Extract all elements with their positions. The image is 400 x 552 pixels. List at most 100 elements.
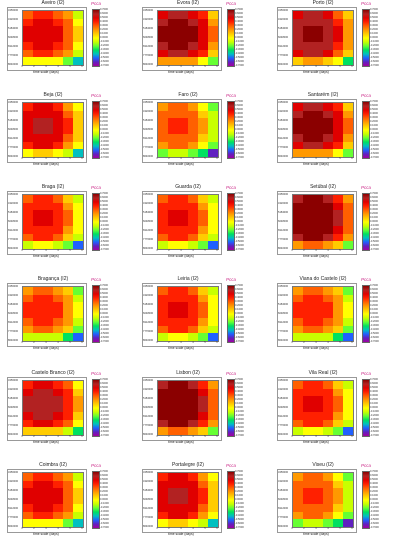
heat-cell [53, 26, 64, 35]
heat-cell [303, 473, 314, 482]
heat-cell [43, 325, 54, 334]
colorbar-tick-label: 0.5000 [235, 107, 243, 111]
heat-cell [188, 287, 199, 296]
colorbar-tick-label: -0.7000 [235, 247, 244, 251]
heat-cell [303, 317, 314, 327]
x-axis-ticks: 1 2 3 4 5 6 [21, 341, 82, 345]
colorbar-tick-label: -0.4000 [370, 327, 379, 331]
x-axis-ticks: 1 2 3 4 5 6 [156, 157, 217, 161]
colorbar-tick-label: 0.5000 [235, 477, 243, 481]
heat-cell [333, 310, 344, 319]
colorbar [227, 285, 235, 343]
x-tick-label: 2 [33, 341, 35, 344]
heat-cell [23, 427, 34, 435]
heat-cell [53, 49, 64, 58]
colorbar-tick-label: -0.7000 [370, 247, 379, 251]
y-tick-label: 8640000 [8, 154, 19, 158]
heat-cell [63, 26, 74, 35]
heatmap-panel: Viseu (I2) 3456000 4320000 5184000 6048000 69… [270, 462, 400, 552]
heat-cell [333, 126, 344, 135]
y-tick-label: 8640000 [143, 62, 154, 66]
colorbar-tick-label: 0.3000 [100, 393, 108, 397]
heat-cell [198, 218, 209, 227]
colorbar-tick-label: -0.4000 [235, 421, 244, 425]
x-tick-label: 5 [204, 341, 206, 344]
heat-cell [293, 488, 304, 497]
heat-cell [313, 126, 324, 135]
y-axis-ticks: 3456000 4320000 5184000 6048000 6912000 77760… [8, 101, 22, 158]
heat-cell [158, 133, 169, 143]
colorbar-tick-label: 0.1000 [235, 493, 243, 497]
heat-cell [168, 233, 179, 242]
y-tick-label: 5184000 [8, 396, 19, 400]
heat-cell [43, 26, 54, 35]
colorbar-tick-label: 0.4000 [370, 203, 378, 207]
heat-cell [23, 519, 34, 527]
heat-cell [73, 519, 83, 527]
heat-cell [313, 302, 324, 311]
heat-cell [73, 141, 83, 150]
y-tick-label: 6048000 [8, 311, 19, 315]
colorbar-tick-label: 0.6000 [235, 195, 243, 199]
heat-cell [43, 294, 54, 303]
x-axis-label: time scale (days) [33, 254, 59, 258]
heatmap-panel: Porto (I2) 3456000 4320000 5184000 6048000 69… [270, 0, 400, 90]
heat-cell [293, 41, 304, 51]
x-tick-label: 6 [81, 527, 83, 530]
heat-cell [313, 381, 324, 390]
heat-cell [43, 218, 54, 227]
heat-cell [188, 294, 199, 303]
heat-cell [178, 503, 189, 513]
panel-title: Santarém (I2) [307, 92, 339, 98]
heat-cell [208, 34, 218, 43]
heat-cell [188, 496, 199, 505]
heat-cell [303, 41, 314, 51]
heat-cell [43, 41, 54, 51]
plot-frame: 3456000 4320000 5184000 6048000 6912000 77760… [277, 283, 357, 347]
heat-cell [343, 302, 353, 311]
heat-cell [178, 34, 189, 43]
plot-area [22, 286, 84, 342]
colorbar-tick-label: 0.1000 [370, 123, 378, 127]
heat-cell [293, 210, 304, 219]
heat-cell [313, 233, 324, 242]
heat-cell [293, 325, 304, 334]
heat-cell [53, 103, 64, 112]
colorbar-tick-label: 0.6000 [370, 103, 378, 107]
panel-title: Viana do Castelo (I2) [299, 276, 347, 282]
colorbar-tick-label: 0.7000 [100, 191, 108, 195]
colorbar [92, 285, 100, 343]
heat-cell [293, 473, 304, 482]
heat-cell [323, 310, 334, 319]
heat-cell [53, 195, 64, 204]
colorbar-tick-label: 0.3000 [235, 485, 243, 489]
colorbar-tick-label: 0.2000 [100, 489, 108, 493]
heat-cell [158, 141, 169, 150]
colorbar-tick-label: -0.4000 [370, 421, 379, 425]
heat-cell [188, 488, 199, 497]
heat-cell [208, 427, 218, 435]
x-tick-label: 5 [339, 65, 341, 68]
heat-cell [198, 225, 209, 235]
colorbar-tick-label: 0.5000 [100, 477, 108, 481]
colorbar-tick-label: -0.1000 [100, 223, 109, 227]
colorbar-tick-label: -0.2000 [370, 505, 379, 509]
plot-frame: 3456000 4320000 5184000 6048000 6912000 77760… [277, 377, 357, 441]
colorbar-tick-label: -0.3000 [100, 417, 109, 421]
heat-cell [43, 210, 54, 219]
colorbar-tick-label: 0.3000 [235, 23, 243, 27]
colorbar-tick-label: -0.5000 [100, 331, 109, 335]
heat-cell [168, 26, 179, 35]
heat-cell [313, 26, 324, 35]
heat-cell [333, 49, 344, 58]
x-tick-label: 4 [327, 527, 329, 530]
heat-cell [293, 396, 304, 405]
heat-cell [303, 233, 314, 242]
heat-cell [333, 141, 344, 150]
y-tick-label: 6912000 [143, 506, 154, 510]
heat-cell [23, 202, 34, 211]
heat-cell [33, 317, 44, 327]
colorbar-tick-label: 0.2000 [100, 27, 108, 31]
colorbar-tick-label: 0.4000 [370, 481, 378, 485]
colorbar-tick-label: -0.3000 [370, 323, 379, 327]
